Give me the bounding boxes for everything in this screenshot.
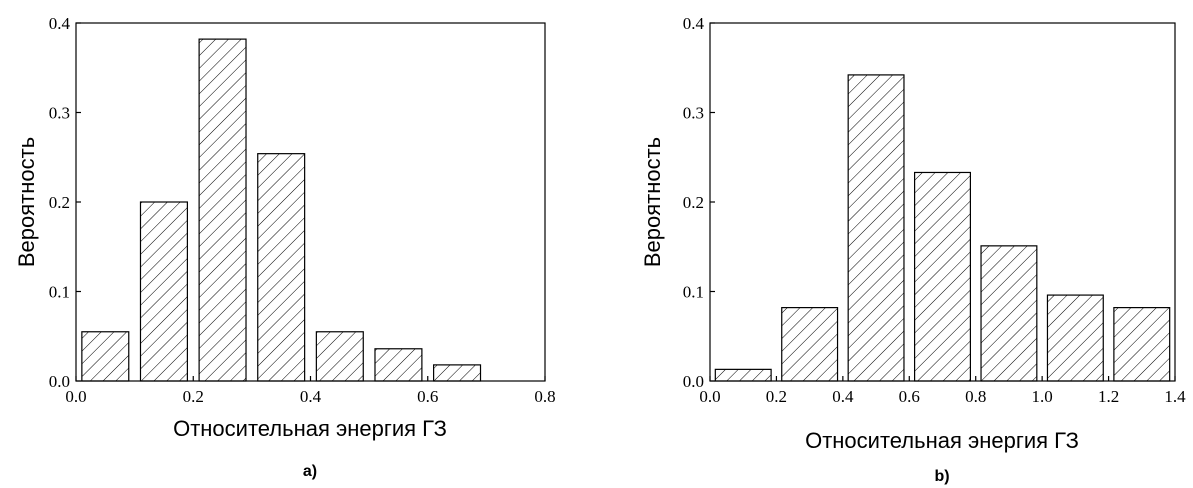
chart-panel-b: 0.0 0.2 0.4 0.6 0.8 1.0 1.2 1.40.00.10.20.30.4 … (640, 14, 1186, 485)
bar-b-3 (913, 171, 971, 382)
bar-a-5 (374, 348, 423, 382)
bar-b-2 (847, 74, 905, 382)
x-tick-label-a-4: 0.8 (534, 387, 555, 406)
y-tick-label-b-3: 0.3 (683, 104, 704, 123)
bars-group-a (81, 38, 482, 382)
y-tick-label-b-1: 0.1 (683, 283, 704, 302)
x-tick-label-b-6: 1.2 (1098, 387, 1119, 406)
bars-group-b (714, 74, 1171, 382)
y-axis-title-a: Вероятность (14, 137, 39, 267)
bar-b-5 (1046, 294, 1104, 382)
y-tick-label-b-2: 0.2 (683, 193, 704, 212)
bar-a-2 (198, 38, 247, 382)
x-axis-title-b: Относительная энергия ГЗ (805, 428, 1079, 453)
bar-a-3 (257, 153, 306, 382)
caption-a: a) (303, 463, 317, 480)
bar-b-1 (781, 307, 839, 382)
bar-a-1 (139, 201, 188, 382)
x-tick-label-b-4: 0.8 (965, 387, 986, 406)
x-tick-label-b-5: 1.0 (1032, 387, 1053, 406)
y-tick-label-b-4: 0.4 (683, 14, 705, 33)
ticks-group-b: 0.0 0.2 0.4 0.6 0.8 1.0 1.2 1.4 0.0 0.1 0.2 0.3 0.4 (683, 14, 1186, 406)
y-tick-label-a-0: 0.0 (49, 372, 70, 391)
y-tick-label-a-3: 0.3 (49, 104, 70, 123)
caption-b: b) (934, 468, 949, 485)
x-tick-label-a-2: 0.4 (300, 387, 322, 406)
bar-a-4 (315, 331, 364, 382)
bar-a-0 (81, 331, 130, 382)
x-tick-label-a-3: 0.6 (417, 387, 438, 406)
ticks-group-a: 0.0 0.2 0.4 0.6 0.8 0.0 0.1 0.2 0.3 0.4 (49, 14, 556, 406)
x-tick-label-b-2: 0.4 (832, 387, 854, 406)
bar-b-6 (1113, 307, 1171, 382)
x-tick-label-b-1: 0.2 (766, 387, 787, 406)
bar-b-0 (714, 368, 772, 382)
y-tick-label-a-2: 0.2 (49, 193, 70, 212)
x-tick-label-b-3: 0.6 (899, 387, 920, 406)
x-axis-title-a: Относительная энергия ГЗ (173, 416, 447, 441)
chart-panel-a: 0.0 0.2 0.4 0.6 0.8 0.0 0.1 0.2 0.3 0.4 Относител… (14, 14, 556, 480)
x-tick-label-b-0: 0.0 (699, 387, 720, 406)
y-tick-label-a-1: 0.1 (49, 283, 70, 302)
y-axis-title-b: Вероятность (640, 137, 665, 267)
bar-a-6 (433, 364, 482, 382)
x-tick-label-a-0: 0.0 (65, 387, 86, 406)
y-tick-label-b-0: 0.0 (683, 372, 704, 391)
x-tick-label-a-1: 0.2 (183, 387, 204, 406)
bar-b-4 (980, 245, 1038, 382)
x-tick-label-b-7: 1.4 (1164, 387, 1186, 406)
y-tick-label-a-4: 0.4 (49, 14, 71, 33)
